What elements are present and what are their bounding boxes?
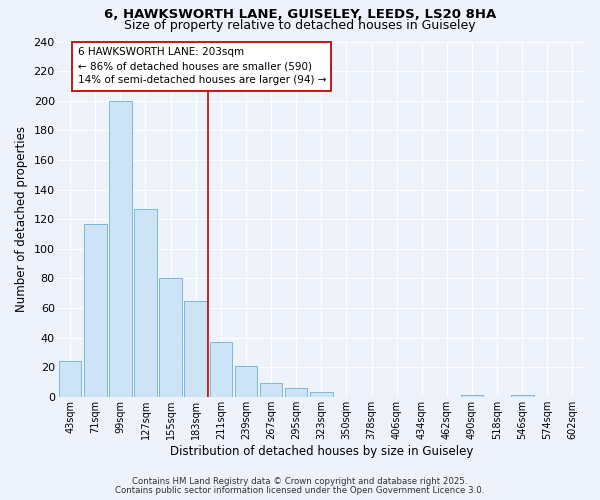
Bar bbox=[109, 100, 131, 397]
Bar bbox=[260, 384, 283, 397]
Bar bbox=[461, 396, 483, 397]
Text: Contains public sector information licensed under the Open Government Licence 3.: Contains public sector information licen… bbox=[115, 486, 485, 495]
Bar bbox=[285, 388, 307, 397]
Text: Contains HM Land Registry data © Crown copyright and database right 2025.: Contains HM Land Registry data © Crown c… bbox=[132, 477, 468, 486]
Text: 6, HAWKSWORTH LANE, GUISELEY, LEEDS, LS20 8HA: 6, HAWKSWORTH LANE, GUISELEY, LEEDS, LS2… bbox=[104, 8, 496, 20]
Bar bbox=[511, 396, 533, 397]
Bar bbox=[134, 209, 157, 397]
Bar bbox=[159, 278, 182, 397]
Bar bbox=[209, 342, 232, 397]
Text: Size of property relative to detached houses in Guiseley: Size of property relative to detached ho… bbox=[124, 18, 476, 32]
Bar bbox=[84, 224, 107, 397]
Bar bbox=[59, 362, 82, 397]
Text: 6 HAWKSWORTH LANE: 203sqm
← 86% of detached houses are smaller (590)
14% of semi: 6 HAWKSWORTH LANE: 203sqm ← 86% of detac… bbox=[77, 48, 326, 86]
Bar bbox=[235, 366, 257, 397]
Bar bbox=[184, 300, 207, 397]
Bar bbox=[310, 392, 332, 397]
X-axis label: Distribution of detached houses by size in Guiseley: Distribution of detached houses by size … bbox=[170, 444, 473, 458]
Y-axis label: Number of detached properties: Number of detached properties bbox=[15, 126, 28, 312]
